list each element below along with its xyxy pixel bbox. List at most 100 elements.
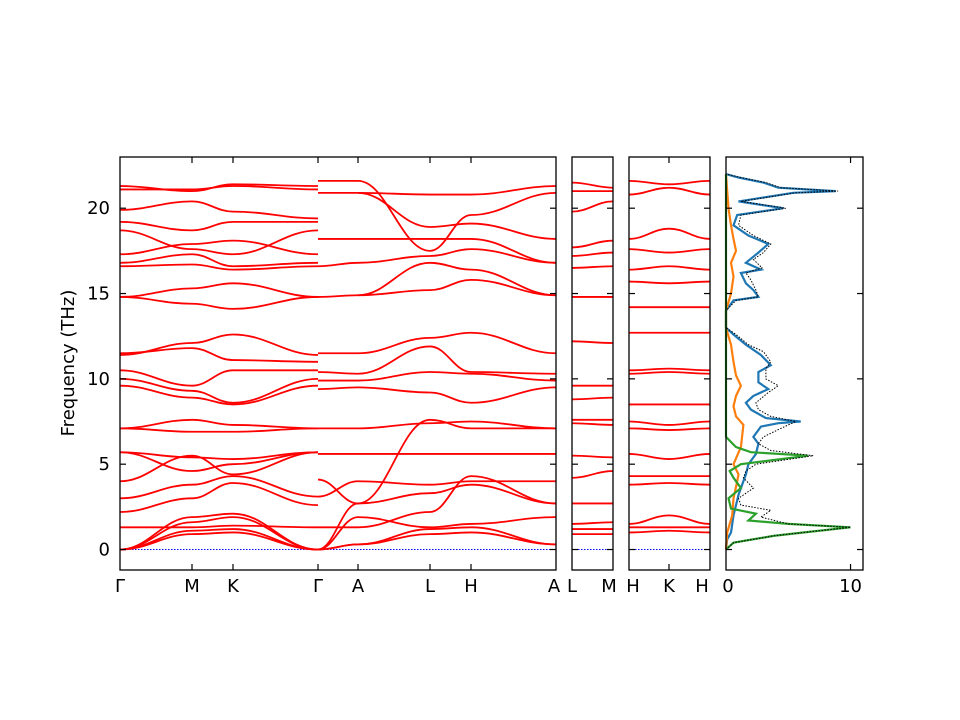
band-line-12	[357, 337, 431, 355]
band-line-9	[119, 451, 193, 459]
band-line-6	[232, 475, 319, 498]
band-line-6	[628, 427, 670, 431]
band-line-3	[232, 531, 319, 551]
band-line-18	[470, 191, 557, 216]
band-line-2	[357, 516, 431, 529]
band-line-4	[470, 475, 557, 505]
band-line-2	[119, 516, 193, 551]
band-line-13	[571, 251, 614, 257]
band-line-3	[628, 482, 670, 486]
band-line-16	[628, 227, 670, 240]
band-line-12	[571, 265, 614, 269]
dos-frame	[725, 156, 864, 571]
band-line-2	[571, 521, 614, 525]
band-line-5	[119, 497, 193, 513]
panel-gamma-to-A: 0 5 10 15 20 Γ M K Γ A L H A	[87, 156, 561, 597]
band-line-13	[628, 280, 670, 285]
x-tick-label: L	[567, 576, 577, 597]
band-line-5	[628, 453, 670, 460]
band-line-1	[191, 516, 234, 524]
y-tick-label: 0	[99, 540, 110, 561]
band-line-16	[119, 347, 193, 355]
band-line-1	[119, 521, 193, 551]
band-line-17	[470, 222, 557, 240]
segment-L-H	[429, 193, 472, 536]
band-line-3	[191, 531, 234, 536]
band-line-4	[191, 524, 234, 529]
dos-curve-1	[724, 174, 745, 550]
band-line-22	[232, 229, 319, 256]
band-line-10	[470, 372, 557, 382]
panel-frame	[628, 156, 711, 571]
band-line-1	[429, 531, 472, 536]
band-line-14	[119, 369, 193, 387]
band-line-17	[357, 191, 431, 228]
band-line-13	[668, 280, 711, 285]
band-line-0	[191, 528, 234, 532]
band-line-11	[470, 371, 557, 375]
band-line-0	[470, 526, 557, 546]
y-axis-label: Frequency (THz)	[58, 290, 79, 437]
band-line-17	[429, 222, 472, 228]
band-line-14	[571, 239, 614, 249]
band-line-9	[317, 386, 359, 390]
band-line-0	[429, 526, 472, 530]
band-line-11	[429, 345, 472, 373]
band-line-10	[628, 367, 670, 372]
dos-curve-0	[724, 173, 836, 550]
band-line-7	[668, 420, 711, 426]
segment-K-Γ	[232, 183, 319, 551]
band-line-11	[232, 427, 319, 433]
band-line-5	[232, 482, 319, 507]
x-tick-label: A	[352, 576, 365, 597]
x-tick-label: H	[695, 576, 709, 597]
band-line-25	[232, 185, 319, 191]
band-line-13	[191, 389, 234, 404]
band-line-12	[470, 331, 557, 355]
y-tick-label: 10	[87, 369, 110, 390]
band-line-18	[668, 179, 711, 186]
y-tick-label: 20	[87, 198, 110, 219]
band-line-23	[119, 220, 193, 232]
band-line-8	[357, 422, 431, 430]
band-line-17	[571, 181, 614, 189]
band-line-12	[429, 331, 472, 339]
band-line-19	[232, 265, 319, 271]
band-line-6	[429, 480, 472, 486]
band-line-0	[628, 529, 670, 534]
band-line-0	[668, 529, 711, 534]
band-line-9	[232, 451, 319, 460]
band-line-12	[119, 384, 193, 399]
segment-Γ-M	[119, 185, 193, 551]
band-line-2	[628, 514, 670, 525]
band-line-8	[571, 396, 614, 401]
band-line-15	[232, 333, 319, 356]
band-line-24	[191, 200, 234, 213]
band-line-11	[317, 371, 359, 375]
band-line-19	[191, 263, 234, 271]
band-line-4	[232, 524, 319, 529]
band-line-10	[429, 371, 472, 375]
band-line-17	[232, 296, 319, 310]
panel-frame	[571, 156, 614, 571]
x-tick-label: H	[464, 576, 478, 597]
band-line-19	[119, 263, 193, 268]
x-tick-label: A	[548, 576, 561, 597]
band-line-15	[628, 248, 670, 254]
band-line-26	[119, 185, 193, 193]
band-line-13	[429, 278, 472, 292]
band-line-20	[232, 261, 319, 268]
band-line-2	[668, 514, 711, 525]
band-line-4	[429, 475, 472, 513]
x-tick-label: H	[626, 576, 640, 597]
band-line-13	[119, 377, 193, 392]
band-line-14	[429, 261, 472, 271]
band-line-20	[119, 253, 193, 264]
band-line-7	[628, 420, 670, 426]
band-line-12	[232, 384, 319, 406]
band-line-6	[571, 422, 614, 426]
band-line-15	[191, 333, 234, 344]
band-line-5	[429, 483, 472, 495]
